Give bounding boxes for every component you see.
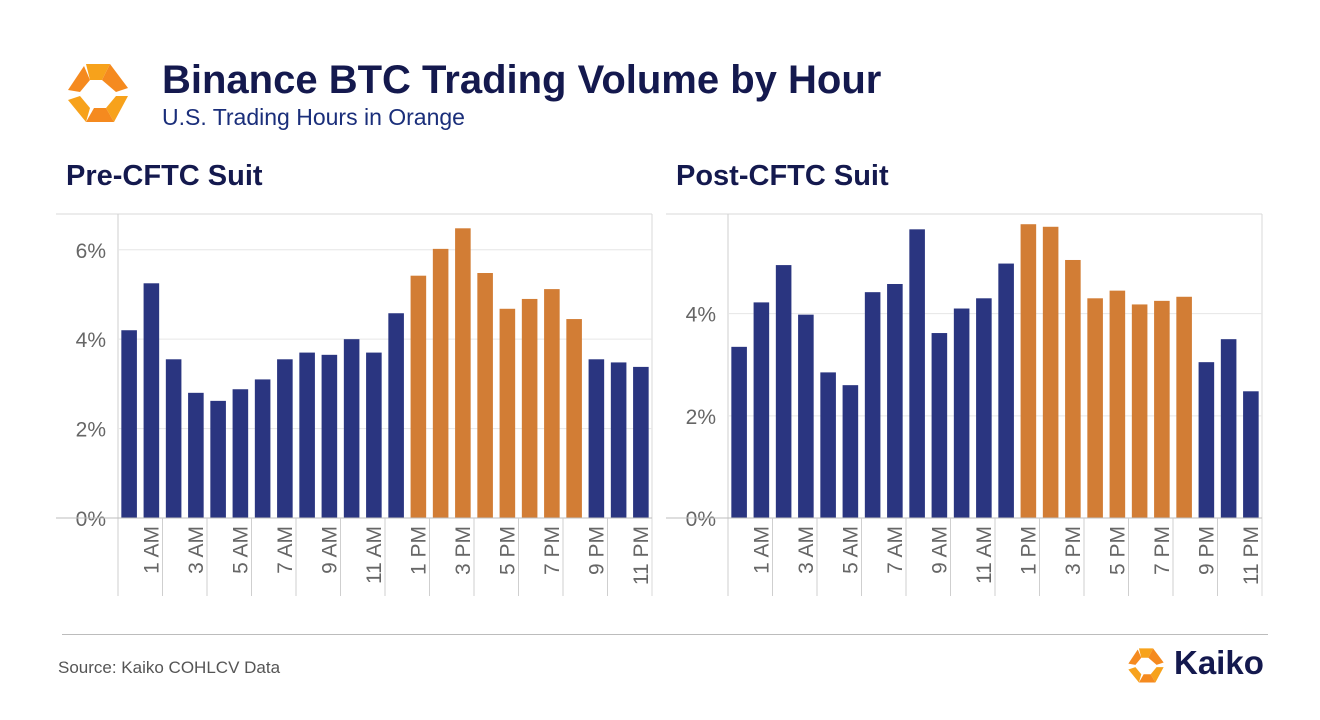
post-cftc-x-tick-label: 11 PM — [1240, 526, 1263, 585]
pre-cftc-chart-svg: 0% 2% 4% 6% 1 AM 3 AM 5 AM 7 AM 9 AM 11 AM 1 PM 3 P… — [56, 213, 653, 596]
pre-cftc-chart: 0% 2% 4% 6% 1 AM 3 AM 5 AM 7 AM 9 AM 11 AM 1 PM 3 P… — [56, 208, 656, 605]
pre-cftc-bar — [299, 352, 315, 518]
pre-cftc-x-tick-label: 7 PM — [541, 526, 564, 575]
post-cftc-x-tick-label: 11 AM — [973, 526, 996, 584]
pre-cftc-bar — [633, 366, 649, 518]
pre-cftc-bar — [477, 273, 493, 518]
post-cftc-chart-title: Post-CFTC Suit — [676, 160, 889, 192]
post-cftc-bar — [842, 385, 859, 518]
post-cftc-chart-svg: 0% 2% 4% 1 AM 3 AM 5 AM 7 AM 9 AM 11 AM 1 PM 3 PM 5… — [666, 213, 1263, 596]
pre-cftc-bar — [566, 319, 582, 518]
post-cftc-x-tick-label: 5 AM — [839, 526, 862, 574]
post-cftc-bar — [1065, 259, 1081, 518]
pre-cftc-bar — [388, 313, 404, 518]
post-cftc-y-tick-label: 2% — [686, 406, 716, 429]
post-cftc-y-tick-label: 4% — [686, 304, 716, 327]
footer-divider — [62, 634, 1268, 635]
pre-cftc-x-tick-label: 7 AM — [274, 526, 297, 574]
pre-cftc-bar — [277, 359, 293, 518]
pre-cftc-bar — [254, 379, 271, 518]
pre-cftc-x-tick-label: 11 AM — [363, 526, 386, 584]
pre-cftc-bar — [544, 289, 560, 518]
post-cftc-x-tick-label: 9 AM — [928, 526, 951, 574]
pre-cftc-bar — [232, 389, 249, 518]
page-subtitle: U.S. Trading Hours in Orange — [162, 104, 465, 130]
pre-cftc-bar — [610, 362, 627, 518]
pre-cftc-y-tick-label: 4% — [76, 329, 106, 352]
post-cftc-bar — [976, 298, 992, 518]
pre-cftc-x-tick-label: 9 AM — [318, 526, 341, 574]
post-cftc-bar — [1198, 362, 1215, 518]
pre-cftc-bar — [366, 352, 382, 518]
post-cftc-bar — [931, 333, 948, 518]
post-cftc-bar — [1042, 226, 1059, 518]
post-cftc-bar — [1243, 391, 1259, 518]
post-cftc-bar — [820, 372, 836, 518]
post-cftc-bar — [731, 346, 747, 518]
kaiko-mark-icon — [68, 64, 128, 122]
pre-cftc-x-tick-label: 9 PM — [585, 526, 608, 575]
source-note: Source: Kaiko COHLCV Data — [58, 658, 281, 677]
pre-cftc-x-tick-label: 3 AM — [185, 526, 208, 574]
pre-cftc-chart-title: Pre-CFTC Suit — [66, 160, 263, 192]
pre-cftc-bar — [343, 339, 360, 518]
post-cftc-x-tick-label: 9 PM — [1195, 526, 1218, 575]
pre-cftc-bar — [432, 248, 449, 518]
pre-cftc-bar — [455, 228, 471, 518]
post-cftc-y-tick-label: 0% — [686, 508, 716, 531]
pre-cftc-x-tick-label: 5 AM — [229, 526, 252, 574]
post-cftc-bar — [998, 263, 1014, 518]
pre-cftc-bar — [210, 400, 226, 518]
post-cftc-x-tick-label: 5 PM — [1106, 526, 1129, 575]
post-cftc-x-tick-label: 7 PM — [1151, 526, 1174, 575]
post-cftc-bar — [1087, 298, 1103, 518]
pre-cftc-x-tick-label: 1 PM — [407, 526, 430, 575]
post-cftc-bar — [753, 302, 770, 518]
post-cftc-bar — [887, 283, 903, 518]
post-cftc-x-tick-label: 1 PM — [1017, 526, 1040, 575]
page-title: Binance BTC Trading Volume by Hour — [162, 58, 882, 102]
pre-cftc-y-tick-label: 0% — [76, 508, 106, 531]
post-cftc-chart: 0% 2% 4% 1 AM 3 AM 5 AM 7 AM 9 AM 11 AM 1 PM 3 PM 5… — [666, 208, 1266, 605]
pre-cftc-x-tick-label: 11 PM — [630, 526, 653, 585]
post-cftc-bar — [1220, 339, 1237, 518]
kaiko-small-mark-icon — [1128, 648, 1164, 683]
post-cftc-x-tick-label: 7 AM — [884, 526, 907, 574]
post-cftc-x-tick-label: 1 AM — [750, 526, 773, 574]
post-cftc-bar — [1131, 304, 1148, 518]
post-cftc-bar — [909, 229, 925, 518]
pre-cftc-bar — [121, 330, 137, 518]
pre-cftc-bar — [165, 359, 182, 518]
post-cftc-x-tick-label: 3 AM — [795, 526, 818, 574]
post-cftc-x-tick-label: 3 PM — [1062, 526, 1085, 575]
post-cftc-bar — [1154, 300, 1170, 518]
pre-cftc-bar — [410, 275, 427, 518]
post-cftc-bar — [798, 314, 814, 518]
pre-cftc-bar — [143, 283, 160, 518]
post-cftc-bar — [1176, 296, 1192, 518]
pre-cftc-y-tick-label: 6% — [76, 240, 106, 263]
post-cftc-bar — [864, 292, 881, 518]
post-cftc-bar — [1109, 290, 1126, 518]
pre-cftc-y-tick-label: 2% — [76, 419, 106, 442]
pre-cftc-bar — [521, 298, 538, 518]
pre-cftc-x-tick-label: 3 PM — [452, 526, 475, 575]
pre-cftc-bar — [321, 354, 338, 518]
pre-cftc-bar — [499, 308, 516, 518]
kaiko-logo — [64, 60, 132, 128]
pre-cftc-bar — [188, 392, 204, 518]
post-cftc-bar — [953, 308, 970, 518]
pre-cftc-x-tick-label: 5 PM — [496, 526, 519, 575]
pre-cftc-x-tick-label: 1 AM — [140, 526, 163, 574]
post-cftc-bar — [775, 265, 792, 518]
brand-name: Kaiko — [1174, 644, 1264, 681]
post-cftc-bar — [1020, 224, 1037, 518]
pre-cftc-bar — [588, 359, 605, 518]
